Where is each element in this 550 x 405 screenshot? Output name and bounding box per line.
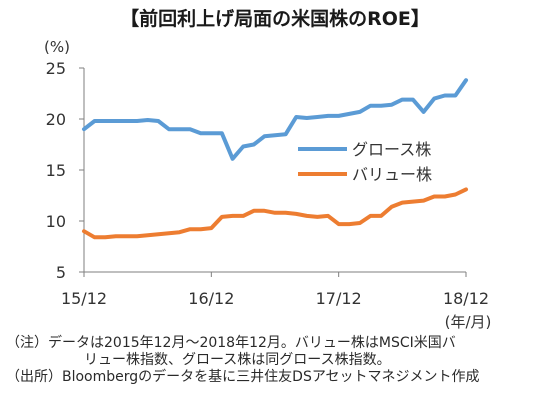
- x-tick-label: 16/12: [188, 289, 234, 308]
- y-tick-label: 10: [46, 212, 66, 231]
- series-lines: [82, 78, 468, 240]
- series-line-value: [82, 187, 468, 240]
- chart-title: 【前回利上げ局面の米国株のROE】: [120, 8, 430, 30]
- series-line-growth: [82, 78, 468, 161]
- note-line-1: （注）データは2015年12月～2018年12月。バリュー株はMSCI米国バ: [6, 335, 456, 351]
- footnotes: （注）データは2015年12月～2018年12月。バリュー株はMSCI米国バ リ…: [6, 335, 546, 386]
- note-line-2: リュー株指数、グロース株は同グロース株指数。: [84, 352, 391, 368]
- y-axis-unit-label: (%): [44, 38, 70, 56]
- x-tick-label: 17/12: [316, 289, 362, 308]
- line-chart: (%) 5 10 15 20 25 15/12 16/12 17/12 18/12 グロース株…: [44, 38, 492, 331]
- x-axis-unit-label: (年/月): [445, 313, 492, 331]
- y-tick-label: 5: [56, 263, 66, 282]
- x-tick-label: 18/12: [443, 289, 489, 308]
- legend-label-growth: グロース株: [352, 140, 431, 159]
- source-note: （出所）Bloombergのデータを基に三井住友DSアセットマネジメント作成: [6, 369, 480, 385]
- y-tick-labels: 5 10 15 20 25: [46, 59, 66, 282]
- legend-label-value: バリュー株: [352, 165, 432, 184]
- y-tick-label: 25: [46, 59, 66, 78]
- y-tick-label: 20: [46, 110, 66, 129]
- y-tick-label: 15: [46, 161, 66, 180]
- x-tick-labels: 15/12 16/12 17/12 18/12: [61, 289, 489, 308]
- axes: [79, 67, 467, 277]
- x-tick-label: 15/12: [61, 289, 107, 308]
